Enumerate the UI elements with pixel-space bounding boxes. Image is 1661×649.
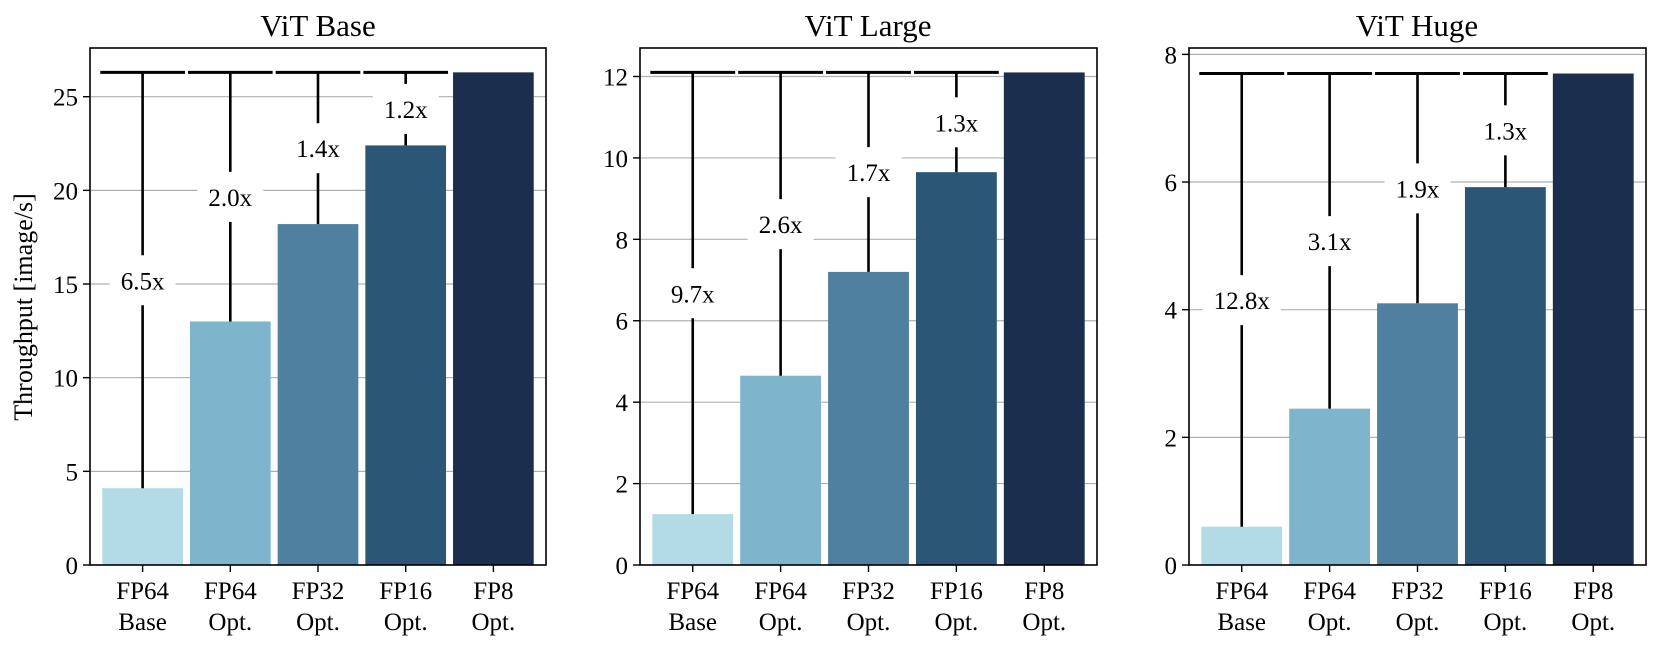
speedup-label: 9.7x [671, 281, 715, 308]
y-axis-label: Throughput [image/s] [9, 193, 38, 420]
speedup-label: 1.7x [847, 160, 891, 187]
bar [102, 488, 183, 565]
y-tick-label: 0 [1165, 553, 1178, 580]
panel-vit-base: ViT Base 0 5 10 15 20 25 6.5x 2.0x 1.4x 1.2x FP64 B… [53, 8, 547, 636]
speedup-label-bg [1472, 112, 1539, 149]
x-tick-label: FP64 Base [1215, 578, 1268, 636]
panel-title: ViT Large [805, 8, 932, 43]
x-tick-label: FP8 Opt. [1571, 578, 1615, 636]
bar [1552, 73, 1634, 566]
speedup-label: 3.1x [1308, 229, 1352, 256]
speedup-label-bg [1202, 282, 1281, 319]
speedup-label: 2.0x [208, 185, 252, 212]
x-tick-label: FP16 Opt. [379, 578, 432, 636]
plot-frame [1188, 47, 1647, 566]
y-tick-label: 10 [603, 146, 628, 173]
y-tick-label: 0 [616, 553, 629, 580]
speedup-label-bg [372, 90, 439, 127]
bar [453, 72, 534, 566]
speedup-label: 1.2x [384, 97, 428, 124]
x-tick-label: FP64 Opt. [754, 578, 807, 636]
speedup-label: 2.6x [759, 212, 803, 239]
y-tick-label: 2 [1165, 425, 1178, 452]
y-tick-label: 0 [66, 553, 79, 580]
bar [1289, 408, 1371, 565]
plot-frame [89, 47, 547, 566]
x-tick-label: FP32 Opt. [1391, 578, 1444, 636]
speedup-label-bg [747, 206, 814, 243]
bar [1003, 72, 1085, 565]
bar [1201, 526, 1283, 565]
x-tick-label: FP8 Opt. [472, 578, 516, 636]
speedup-label: 6.5x [121, 268, 165, 295]
speedup-label: 12.8x [1214, 288, 1271, 315]
y-tick-label: 6 [1165, 170, 1178, 197]
y-tick-label: 6 [616, 309, 629, 336]
y-tick-label: 25 [53, 85, 78, 112]
y-tick-label: 5 [66, 459, 79, 486]
bar [828, 271, 909, 565]
y-tick-label: 15 [53, 272, 78, 299]
speedup-label: 1.9x [1396, 176, 1440, 203]
x-tick-label: FP32 Opt. [842, 578, 895, 636]
y-tick-label: 10 [53, 366, 78, 393]
y-tick-label: 20 [53, 178, 78, 205]
panel-vit-large: ViT Large 0 2 4 6 8 10 12 9.7x 2.6x 1.7x 1.3x FP64 B… [603, 8, 1098, 636]
bar [277, 224, 359, 565]
bar [1464, 187, 1546, 566]
speedup-label-bg [835, 154, 902, 191]
x-tick-label: FP64 Opt. [1303, 578, 1356, 636]
speedup-label-bg [197, 178, 264, 215]
speedup-label: 1.3x [935, 110, 979, 137]
speedup-label: 1.3x [1484, 118, 1528, 145]
y-tick-label: 8 [616, 227, 629, 254]
bar [652, 514, 734, 565]
x-tick-label: FP16 Opt. [1479, 578, 1532, 636]
bar [1377, 303, 1458, 565]
speedup-label-bg [923, 104, 990, 141]
speedup-label-bg [285, 130, 351, 167]
y-tick-label: 8 [1165, 42, 1178, 69]
x-tick-label: FP64 Base [666, 578, 719, 636]
bar [915, 172, 997, 565]
y-tick-label: 2 [616, 472, 629, 499]
x-tick-label: FP32 Opt. [292, 578, 345, 636]
speedup-label: 1.4x [296, 136, 340, 163]
panel-vit-huge: ViT Huge 0 2 4 6 8 12.8x 3.1x 1.9x 1.3x FP64 Base F… [1165, 8, 1647, 636]
panel-title: ViT Huge [1356, 8, 1478, 43]
speedup-label-bg [1384, 170, 1451, 207]
bar [189, 321, 271, 565]
plot-frame [639, 47, 1098, 566]
panel-title: ViT Base [260, 8, 376, 43]
x-tick-label: FP16 Opt. [930, 578, 983, 636]
speedup-label-bg [659, 275, 726, 312]
y-tick-label: 4 [1165, 298, 1178, 325]
speedup-label-bg [109, 262, 176, 299]
y-tick-label: 4 [616, 390, 629, 417]
x-tick-label: FP8 Opt. [1022, 578, 1066, 636]
speedup-label-bg [1296, 223, 1363, 260]
bar [365, 145, 447, 565]
y-tick-label: 12 [603, 64, 628, 91]
x-tick-label: FP64 Base [116, 578, 169, 636]
bar [740, 375, 822, 565]
x-tick-label: FP64 Opt. [204, 578, 257, 636]
